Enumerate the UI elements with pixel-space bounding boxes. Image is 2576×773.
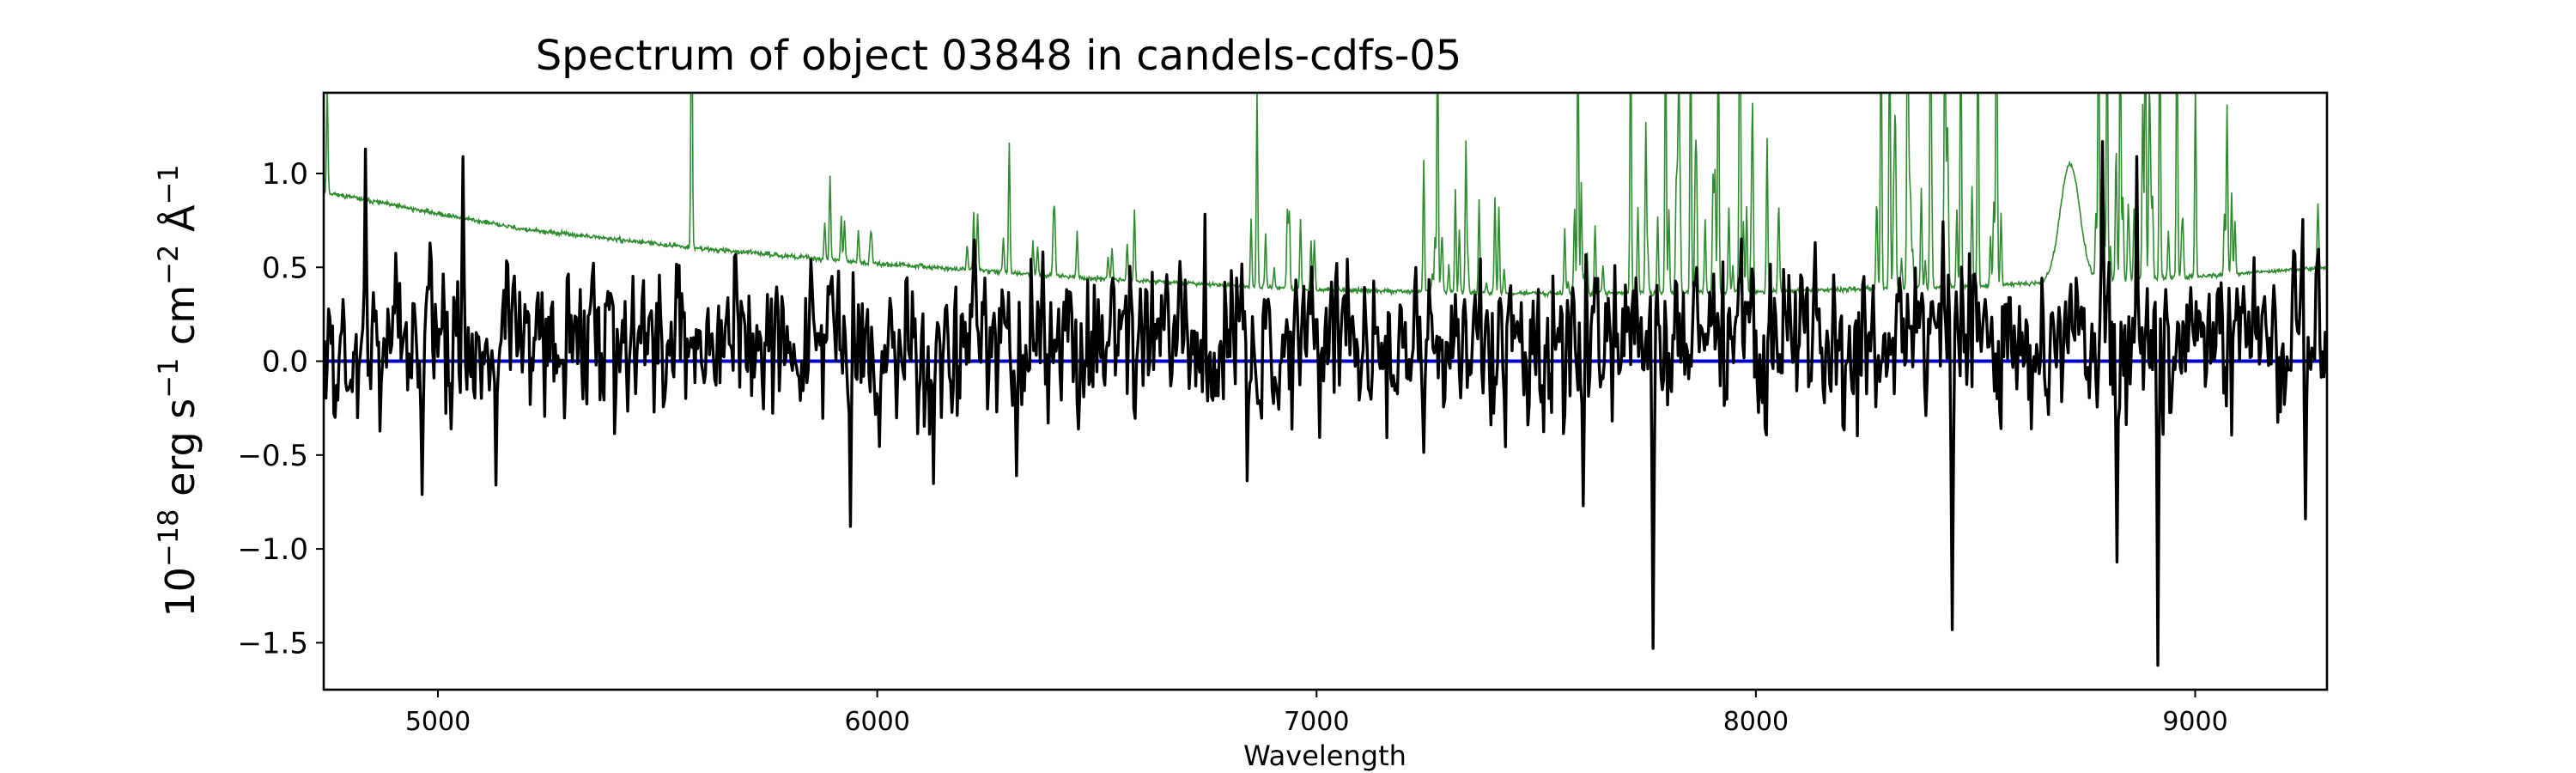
plot-area: [322, 91, 2329, 691]
y-axis-label-part: Å: [157, 204, 204, 245]
x-axis-label: Wavelength: [1243, 740, 1406, 772]
x-tick-label: 6000: [844, 707, 909, 737]
chart-title: Spectrum of object 03848 in candels-cdfs…: [536, 32, 1462, 80]
y-axis-label-part: −1: [152, 164, 185, 204]
x-tick-label: 7000: [1284, 707, 1349, 737]
series-group: [325, 94, 2326, 667]
y-tick-label: −0.5: [237, 439, 308, 473]
y-axis-label-part: −1: [152, 358, 185, 399]
y-axis: 1.0 0.5 0.0 −0.5 −1.0 −1.5: [237, 157, 324, 660]
flux-spectrum-line: [325, 140, 2326, 667]
y-axis-label-part: erg s: [157, 399, 204, 509]
x-tick-label: 8000: [1723, 707, 1789, 737]
y-tick-label: −1.0: [237, 533, 308, 567]
y-tick-label: 0.0: [262, 345, 308, 380]
y-axis-label-part: 10: [157, 567, 204, 618]
y-axis-label-part: −18: [152, 509, 185, 568]
plot-background: [324, 93, 2327, 690]
y-tick-label: 0.5: [262, 251, 308, 285]
plot-frame: [322, 91, 2329, 691]
x-tick-label: 5000: [405, 707, 471, 737]
x-tick-label: 9000: [2162, 707, 2227, 737]
y-tick-label: −1.5: [237, 626, 308, 660]
y-axis-label: 10−18 erg s−1 cm−2 Å−1: [152, 164, 204, 617]
y-axis-label-part: −2: [152, 245, 185, 285]
error-spectrum-line: [325, 94, 2326, 299]
y-tick-label: 1.0: [262, 157, 308, 192]
y-axis-label-part: cm: [157, 285, 204, 358]
x-axis: 5000 6000 7000 8000 9000: [405, 690, 2228, 737]
